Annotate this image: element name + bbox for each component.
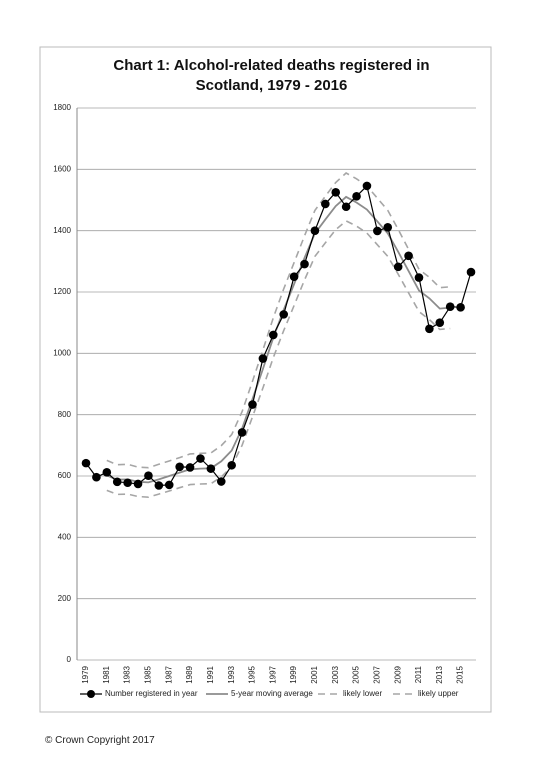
x-tick-label: 1989 <box>185 665 194 683</box>
data-point <box>248 400 257 409</box>
x-tick-label: 1987 <box>164 665 173 683</box>
x-tick-label: 2015 <box>456 665 465 683</box>
data-point <box>175 462 184 472</box>
data-point <box>435 318 445 327</box>
x-tick-label: 1979 <box>81 665 90 683</box>
data-point <box>112 477 122 487</box>
x-tick-label: 2013 <box>435 665 444 683</box>
x-tick-label: 1995 <box>248 665 257 683</box>
legend-label: Number registered in year <box>105 689 198 698</box>
x-tick-label: 1991 <box>206 665 215 683</box>
data-point <box>404 251 413 261</box>
data-point <box>216 477 226 486</box>
x-tick-label: 2003 <box>331 665 340 683</box>
data-point <box>331 188 341 197</box>
data-point <box>383 222 393 232</box>
y-tick-label: 800 <box>58 410 72 419</box>
legend-label: likely upper <box>418 689 459 698</box>
data-point <box>268 330 278 340</box>
series-line <box>106 219 451 499</box>
y-tick-label: 0 <box>67 655 72 664</box>
data-point <box>321 199 330 209</box>
series-line <box>106 172 451 469</box>
copyright: © Crown Copyright 2017 <box>45 735 155 746</box>
legend-label: likely lower <box>343 689 382 698</box>
data-point <box>456 303 465 312</box>
x-tick-label: 1981 <box>102 665 111 683</box>
y-tick-label: 600 <box>58 471 72 480</box>
data-point <box>154 481 164 490</box>
x-tick-label: 2009 <box>393 665 402 683</box>
x-tick-label: 1999 <box>289 665 298 683</box>
data-point <box>393 262 403 272</box>
data-point <box>237 428 247 437</box>
data-point <box>373 226 382 236</box>
data-point <box>196 454 205 463</box>
x-tick-label: 2007 <box>372 665 381 683</box>
data-point <box>123 478 132 488</box>
x-tick-label: 1983 <box>123 665 132 683</box>
data-point <box>362 181 372 191</box>
data-point <box>227 460 236 470</box>
data-point <box>425 324 434 334</box>
x-tick-label: 1997 <box>268 665 277 683</box>
data-point <box>185 463 195 472</box>
data-point <box>258 354 268 363</box>
data-point <box>102 468 112 477</box>
data-point <box>341 202 351 212</box>
legend-marker <box>87 690 95 698</box>
data-point <box>92 472 101 482</box>
data-point <box>466 267 476 277</box>
data-point <box>352 192 361 201</box>
data-point <box>445 302 455 312</box>
x-tick-label: 2001 <box>310 665 319 683</box>
x-tick-label: 2005 <box>352 665 361 683</box>
y-tick-label: 1400 <box>53 226 71 235</box>
y-tick-label: 200 <box>58 594 72 603</box>
data-point <box>164 480 174 490</box>
y-tick-label: 1000 <box>53 348 71 357</box>
data-point <box>144 471 153 480</box>
legend-label: 5-year moving average <box>231 689 313 698</box>
data-point <box>206 464 216 473</box>
y-tick-label: 1200 <box>53 287 71 296</box>
y-tick-label: 400 <box>58 532 72 541</box>
x-tick-label: 1985 <box>144 665 153 683</box>
data-point <box>279 310 289 319</box>
chart-frame <box>39 46 492 713</box>
chart-title: Chart 1: Alcohol-related deaths register… <box>113 57 430 94</box>
data-point <box>414 273 424 282</box>
x-tick-label: 1993 <box>227 665 236 683</box>
data-point <box>300 259 309 269</box>
y-tick-label: 1800 <box>53 103 71 112</box>
x-tick-label: 2011 <box>414 665 423 683</box>
series-line <box>106 195 451 484</box>
data-point <box>81 458 91 468</box>
data-point <box>289 272 299 281</box>
data-point <box>310 226 320 235</box>
y-tick-label: 1600 <box>53 164 71 173</box>
data-point <box>133 479 143 489</box>
